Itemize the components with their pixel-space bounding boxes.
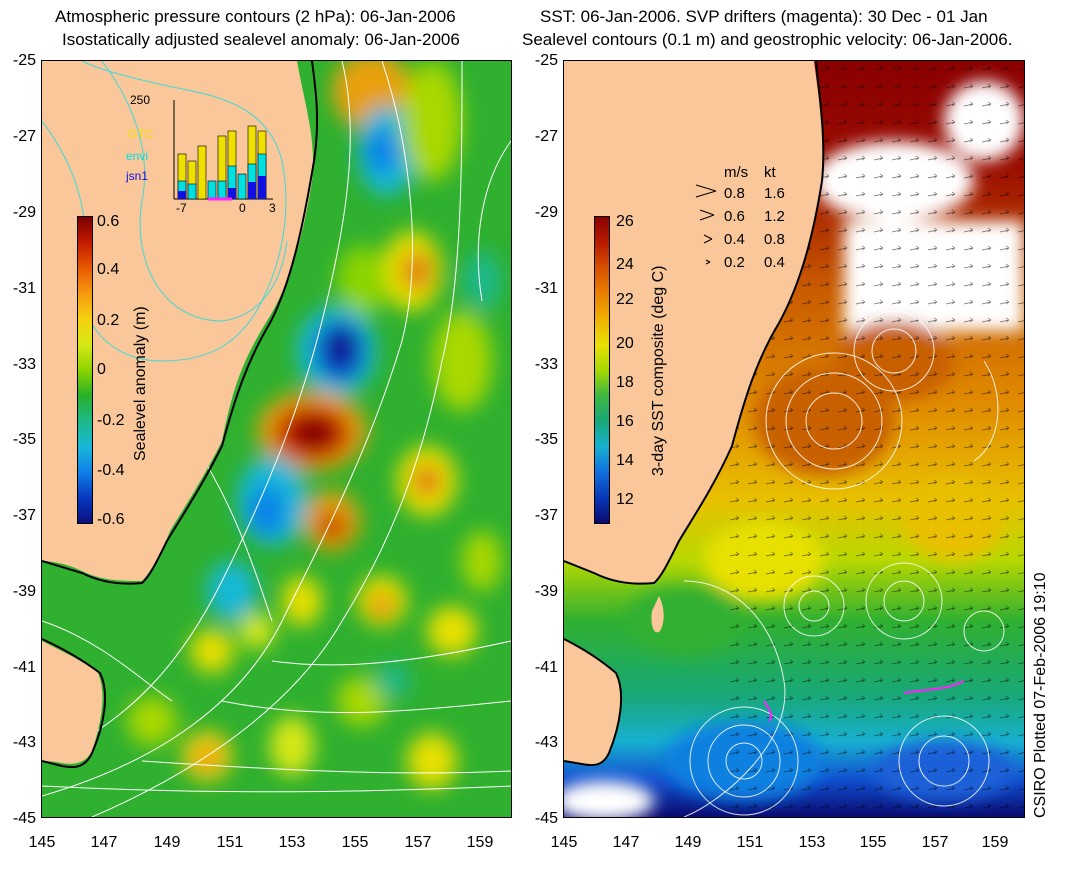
sst-field [564, 61, 1024, 817]
speed-legend-kt: 1.6 [764, 185, 785, 202]
left-x-tick: 153 [278, 834, 306, 851]
right-y-tick: -31 [534, 280, 558, 297]
left-x-tick: 159 [466, 834, 494, 851]
speed-legend-ms: 0.6 [724, 208, 745, 225]
left-x-tick: 155 [341, 834, 369, 851]
right-x-tick: 157 [921, 834, 949, 851]
colorbar-tick: 0.4 [97, 261, 120, 278]
left-y-tick: -27 [12, 128, 36, 145]
left-x-tick: 147 [90, 834, 118, 851]
left-y-tick: -25 [12, 52, 36, 69]
right-x-tick: 153 [798, 834, 826, 851]
sealevel-anomaly-map: 250 GTC envi jsn1 -7 0 3 0.6 0.4 0.2 0 -… [42, 61, 511, 817]
colorbar-tick: 26 [616, 213, 634, 230]
left-title-line1: Atmospheric pressure contours (2 hPa): 0… [55, 7, 456, 26]
colorbar-tick: -0.4 [97, 462, 125, 479]
speed-legend-kt: 0.4 [764, 254, 785, 271]
inset-x-tick: 3 [269, 201, 276, 215]
speed-legend-kt: 0.8 [764, 231, 785, 248]
right-y-tick: -37 [534, 507, 558, 524]
left-y-tick: -37 [12, 507, 36, 524]
right-y-tick: -27 [534, 128, 558, 145]
colorbar-tick: -0.6 [97, 511, 125, 528]
sealevel-anomaly-field [42, 61, 511, 817]
right-x-tick: 155 [859, 834, 887, 851]
left-y-tick: -43 [12, 734, 36, 751]
left-x-tick: 151 [216, 834, 244, 851]
colorbar-tick: 20 [616, 335, 634, 352]
colorbar-tick: 12 [616, 491, 634, 508]
right-y-tick: -41 [534, 659, 558, 676]
right-y-tick: -25 [534, 52, 558, 69]
right-x-tick: 145 [550, 834, 578, 851]
csiro-credit: CSIRO Plotted 07-Feb-2006 19:10 [1032, 572, 1049, 818]
right-x-tick: 149 [674, 834, 702, 851]
colorbar-tick: 22 [616, 291, 634, 308]
inset-legend-jsn1: jsn1 [126, 169, 149, 183]
sst-map: 26 24 22 20 18 16 14 12 3-day SST compos… [564, 61, 1024, 817]
left-y-tick: -33 [12, 356, 36, 373]
left-x-tick: 145 [28, 834, 56, 851]
inset-legend-gtc: GTC [128, 127, 154, 141]
speed-legend-header-ms: m/s [724, 164, 749, 181]
speed-legend-ms: 0.8 [724, 185, 745, 202]
colorbar-tick: -0.2 [97, 412, 125, 429]
right-y-tick: -45 [534, 810, 558, 827]
left-y-tick: -45 [12, 810, 36, 827]
right-y-tick: -39 [534, 583, 558, 600]
right-y-tick: -35 [534, 431, 558, 448]
right-y-tick: -33 [534, 356, 558, 373]
colorbar-tick: 0.2 [97, 312, 120, 329]
sst-colorbar [594, 216, 610, 524]
colorbar-tick: 18 [616, 374, 634, 391]
right-x-tick: 159 [981, 834, 1009, 851]
colorbar-tick: 16 [616, 413, 634, 430]
inset-x-tick: 0 [239, 201, 246, 215]
right-axis-frame [563, 60, 1025, 818]
right-title-line1: SST: 06-Jan-2006. SVP drifters (magenta)… [540, 7, 988, 26]
left-y-tick: -41 [12, 659, 36, 676]
altimeter-data-inset [173, 100, 273, 201]
left-x-tick: 157 [404, 834, 432, 851]
left-axis-frame [41, 60, 512, 818]
speed-legend-kt: 1.2 [764, 208, 785, 225]
speed-legend-ms: 0.2 [724, 254, 745, 271]
colorbar-tick: 0.6 [97, 213, 120, 230]
inset-legend-envi: envi [126, 149, 149, 163]
left-title-line2: Isostatically adjusted sealevel anomaly:… [62, 30, 460, 49]
inset-x-tick: -7 [176, 201, 187, 215]
sealevel-colorbar [77, 216, 93, 524]
left-y-tick: -29 [12, 204, 36, 221]
left-y-tick: -39 [12, 583, 36, 600]
speed-legend-ms: 0.4 [724, 231, 745, 248]
left-x-tick: 149 [153, 834, 181, 851]
inset-top-value: 250 [130, 93, 151, 107]
left-y-tick: -35 [12, 431, 36, 448]
right-title-line2: Sealevel contours (0.1 m) and geostrophi… [522, 30, 1013, 49]
colorbar-tick: 14 [616, 452, 634, 469]
right-x-tick: 147 [612, 834, 640, 851]
colorbar-tick: 24 [616, 256, 634, 273]
speed-legend-arrows [695, 184, 717, 265]
speed-legend-header-kt: kt [764, 164, 776, 181]
left-y-tick: -31 [12, 280, 36, 297]
right-y-tick: -29 [534, 204, 558, 221]
right-y-tick: -43 [534, 734, 558, 751]
right-x-tick: 151 [736, 834, 764, 851]
colorbar-tick: 0 [97, 361, 106, 378]
